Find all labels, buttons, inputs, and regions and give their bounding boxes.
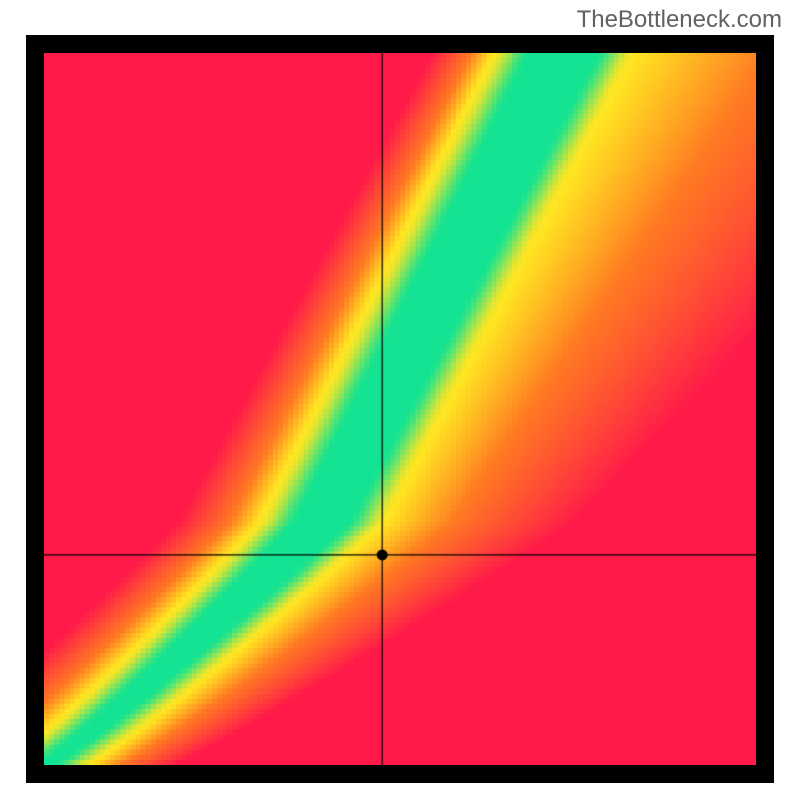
chart-frame — [26, 35, 774, 783]
watermark-text: TheBottleneck.com — [577, 6, 782, 34]
figure-container: TheBottleneck.com — [0, 0, 800, 800]
overlay-canvas — [44, 53, 756, 765]
